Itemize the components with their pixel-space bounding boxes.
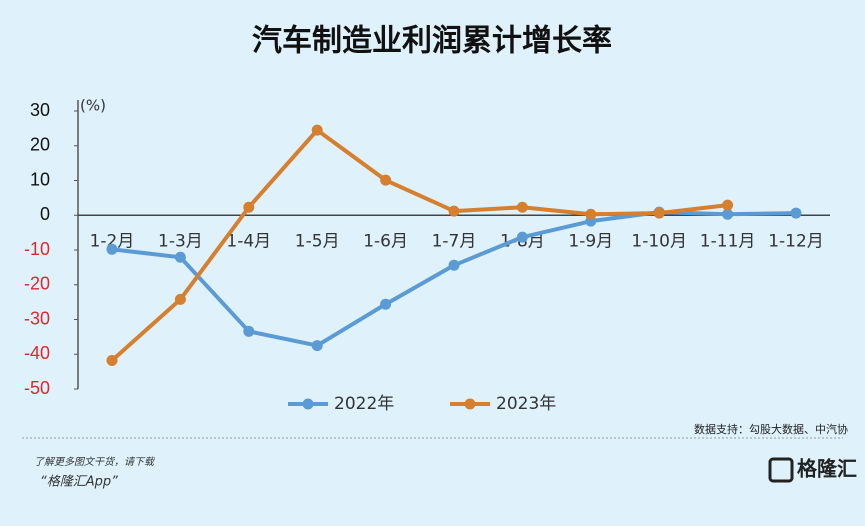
data-point xyxy=(380,298,392,310)
x-tick-label: 1-5月 xyxy=(295,231,340,251)
data-point xyxy=(106,243,118,255)
y-tick-label: 30 xyxy=(30,100,50,120)
x-tick-label: 1-7月 xyxy=(432,231,477,251)
series-line xyxy=(110,128,728,362)
footer-text: 了解更多图文干货，请下载 xyxy=(34,456,156,468)
data-point xyxy=(243,325,255,337)
chart-title: 汽车制造业利润累计增长率 xyxy=(252,24,612,59)
data-point xyxy=(448,259,460,271)
data-point xyxy=(174,251,186,263)
y-tick-label: -50 xyxy=(24,378,50,398)
data-point xyxy=(243,201,255,213)
x-tick-label: 1-12月 xyxy=(768,231,824,251)
logo-text: 格隆汇 xyxy=(797,457,857,481)
data-point xyxy=(516,201,528,213)
x-tick-label: 1-11月 xyxy=(700,231,756,251)
data-point xyxy=(722,208,734,220)
y-tick-label: -20 xyxy=(24,274,50,294)
y-axis-label: (%) xyxy=(80,97,106,115)
x-tick-label: 1-10月 xyxy=(631,231,687,251)
data-point xyxy=(585,208,597,220)
data-point xyxy=(380,174,392,186)
x-tick-label: 1-6月 xyxy=(363,231,408,251)
data-point xyxy=(448,205,460,217)
source: 数据支持：勾股大数据、中汽协 xyxy=(694,422,848,436)
data-point xyxy=(516,231,528,243)
y-tick-label: -30 xyxy=(24,308,50,328)
y-tick-label: -40 xyxy=(24,343,50,363)
data-point xyxy=(790,207,802,219)
logo-icon xyxy=(768,457,794,483)
x-tick-label: 1-4月 xyxy=(226,231,271,251)
data-point xyxy=(722,199,734,211)
legend-label: 2022年 xyxy=(334,394,394,414)
data-point xyxy=(311,124,323,136)
footer-app: “格隆汇App” xyxy=(40,475,118,490)
legend-label: 2023年 xyxy=(496,394,556,414)
data-point xyxy=(174,293,186,305)
x-tick-label: 1-9月 xyxy=(568,231,613,251)
x-tick-label: 1-3月 xyxy=(158,231,203,251)
legend-marker xyxy=(302,398,314,410)
y-tick-label: -10 xyxy=(24,239,50,259)
data-point xyxy=(653,207,665,219)
y-tick-label: 10 xyxy=(30,169,50,189)
y-tick-label: 0 xyxy=(40,204,50,224)
y-tick-label: 20 xyxy=(30,135,50,155)
data-point xyxy=(106,355,118,367)
legend-marker xyxy=(464,398,476,410)
x-tick-label: 1-2月 xyxy=(90,231,135,251)
data-point xyxy=(311,340,323,352)
